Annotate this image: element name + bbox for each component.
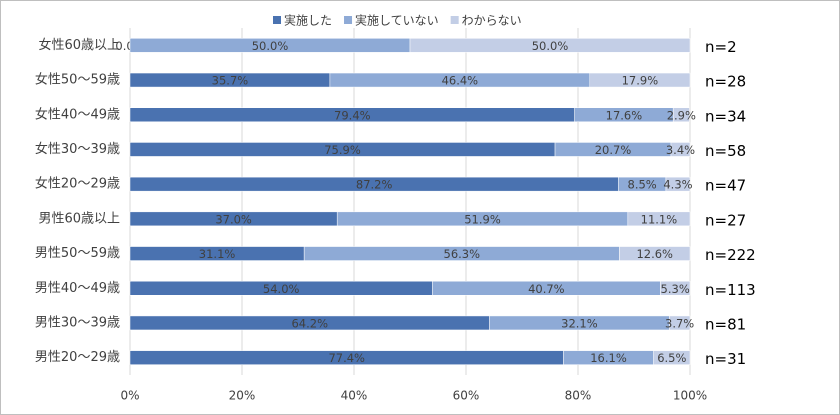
value-label: 77.4% [328, 351, 365, 365]
n-label: n=47 [705, 177, 746, 195]
bar-segment [589, 72, 691, 88]
value-label: 79.4% [334, 108, 371, 122]
category-label: 男性40～49歳 [35, 281, 120, 296]
category-label: 男性30～39歳 [35, 315, 120, 330]
bar-segment [665, 176, 691, 192]
bar-segment [627, 211, 691, 227]
n-label: n=81 [705, 315, 746, 333]
category-label: 男性50～59歳 [35, 246, 120, 261]
x-tick-label: 60% [453, 389, 480, 403]
value-label: 50.0% [532, 39, 569, 53]
value-label: 17.6% [606, 108, 643, 122]
bar-segment [672, 107, 690, 122]
n-label: n=222 [705, 246, 756, 264]
n-label: n=28 [705, 73, 746, 91]
value-label: 54.0% [263, 282, 300, 296]
value-label: 3.4% [666, 143, 695, 157]
legend-swatch [344, 16, 353, 24]
category-label: 男性20～29歳 [35, 350, 120, 365]
x-tick-label: 0% [120, 389, 139, 403]
bar-segment [619, 246, 691, 261]
legend-label: 実施した [284, 13, 332, 28]
n-label: n=2 [705, 38, 737, 56]
bar-segment [670, 142, 691, 157]
category-label: 女性60歳以上 [38, 37, 120, 53]
bar-segment [409, 38, 691, 53]
legend-swatch [273, 16, 281, 24]
value-label: 40.7% [528, 282, 565, 296]
value-label: 8.5% [628, 178, 657, 192]
category-label: 女性40～49歳 [35, 106, 120, 122]
value-label: 32.1% [561, 316, 598, 330]
value-label: 11.1% [641, 212, 678, 226]
value-label: 87.2% [356, 178, 393, 192]
n-label: n=34 [705, 107, 746, 125]
value-label: 75.9% [324, 143, 361, 157]
legend-label: わからない [462, 14, 522, 28]
value-label: 4.3% [663, 178, 692, 192]
value-label: 35.7% [212, 74, 249, 88]
bar-segment [660, 281, 691, 296]
value-label: 51.9% [464, 212, 501, 226]
legend-swatch [450, 16, 459, 24]
value-label: 31.1% [199, 247, 236, 261]
category-label: 女性50～59歳 [35, 72, 120, 88]
n-label: n=113 [705, 281, 756, 299]
x-tick-label: 100% [673, 389, 707, 403]
n-label: n=31 [705, 350, 746, 368]
category-label: 女性30～39歳 [35, 141, 120, 157]
x-tick-label: 40% [341, 389, 368, 403]
value-label: 46.4% [442, 74, 479, 88]
value-label: 17.9% [622, 74, 659, 88]
value-label: 50.0% [252, 39, 289, 53]
n-label: n=27 [705, 211, 746, 229]
value-label: 2.9% [667, 108, 696, 122]
legend-label: 実施していない [355, 13, 439, 28]
n-label: n=58 [705, 142, 746, 160]
value-label: 12.6% [636, 247, 673, 261]
bar-segment [669, 315, 691, 331]
value-label: 56.3% [444, 247, 481, 261]
value-label: 5.3% [661, 282, 690, 296]
value-label: 3.7% [665, 316, 694, 330]
value-label: 20.7% [595, 143, 632, 157]
bar-segment [653, 350, 691, 365]
value-label: 37.0% [215, 212, 252, 226]
category-label: 女性20～29歳 [35, 176, 120, 192]
value-label: 64.2% [291, 316, 328, 330]
value-label: 16.1% [590, 351, 627, 365]
x-tick-label: 80% [565, 389, 592, 403]
category-label: 男性60歳以上 [38, 211, 120, 226]
value-label: 6.5% [657, 351, 686, 365]
x-tick-label: 20% [229, 389, 256, 403]
